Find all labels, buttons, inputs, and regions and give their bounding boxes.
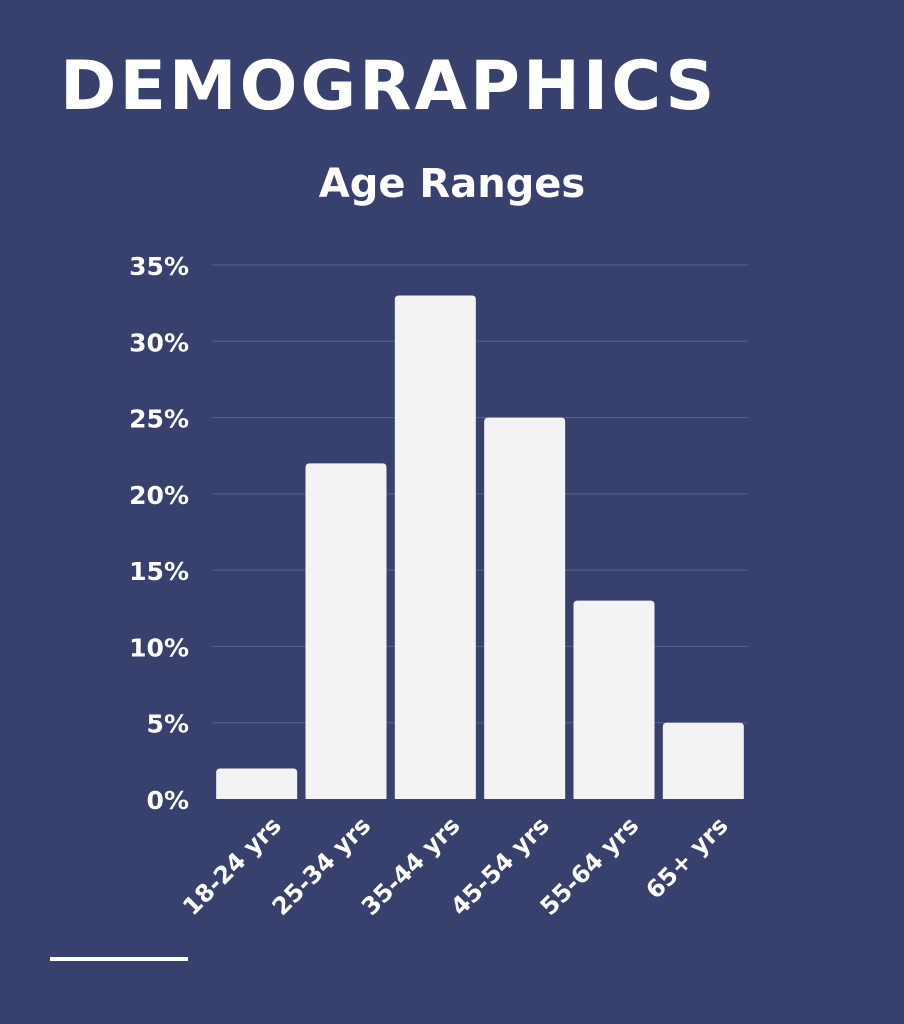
- bar-18-24-yrs: [216, 768, 298, 799]
- y-tick-label: 10%: [129, 633, 189, 662]
- bars: [216, 295, 744, 799]
- bar-55-64-yrs: [573, 600, 655, 799]
- y-tick-label: 0%: [147, 786, 189, 815]
- y-tick-label: 5%: [147, 710, 189, 739]
- bar-25-34-yrs: [305, 463, 387, 799]
- y-tick-label: 30%: [129, 328, 189, 357]
- decorative-underline: [50, 957, 188, 961]
- gridlines: [212, 264, 748, 724]
- x-tick-label: 65+ yrs: [640, 811, 733, 904]
- bar-65-yrs: [662, 722, 744, 799]
- y-tick-label: 15%: [129, 557, 189, 586]
- bar-45-54-yrs: [484, 417, 566, 799]
- y-tick-label: 20%: [129, 481, 189, 510]
- y-axis-ticks: 0% 5% 10% 15% 20% 25% 30% 35%: [129, 252, 189, 815]
- y-tick-label: 35%: [129, 252, 189, 281]
- y-tick-label: 25%: [129, 405, 189, 434]
- page-heading: DEMOGRAPHICS: [60, 47, 718, 126]
- bar-35-44-yrs: [394, 295, 476, 799]
- chart-title: Age Ranges: [318, 161, 586, 207]
